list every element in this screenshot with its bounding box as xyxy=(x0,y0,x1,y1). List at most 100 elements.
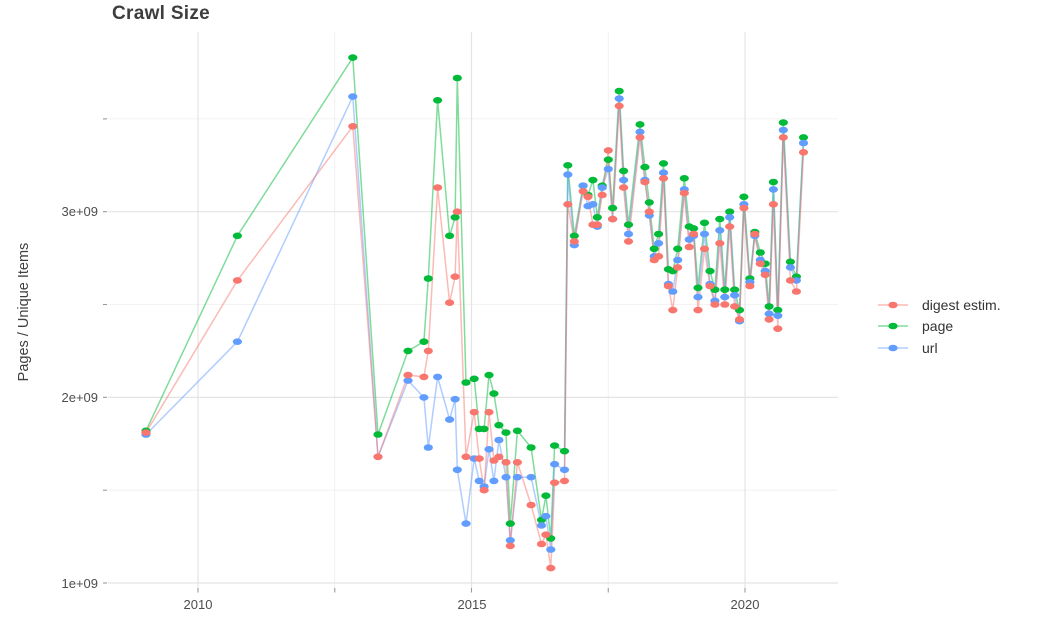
data-point xyxy=(658,160,669,167)
data-point xyxy=(715,240,725,247)
data-point xyxy=(550,442,560,449)
legend-label-page: page xyxy=(922,318,954,335)
data-point xyxy=(693,293,703,301)
data-point xyxy=(699,245,710,253)
data-point xyxy=(588,176,598,184)
data-point xyxy=(720,286,730,294)
data-point xyxy=(773,306,783,314)
data-point xyxy=(798,134,809,141)
data-point xyxy=(419,338,429,346)
data-point xyxy=(658,175,669,182)
data-point xyxy=(764,310,774,318)
data-point xyxy=(608,215,618,223)
data-point xyxy=(232,277,242,284)
data-point xyxy=(501,459,511,466)
data-point xyxy=(489,390,499,397)
data-point xyxy=(785,258,796,266)
data-point xyxy=(526,501,536,509)
series-line-digest-estim- xyxy=(145,105,805,569)
data-point xyxy=(484,446,494,453)
data-point xyxy=(479,486,489,494)
data-point xyxy=(592,214,602,221)
data-point xyxy=(559,447,570,455)
data-point xyxy=(684,243,694,251)
data-point xyxy=(348,123,358,130)
data-point xyxy=(141,429,151,436)
data-point xyxy=(778,134,788,141)
data-point xyxy=(755,249,765,256)
data-point xyxy=(750,230,760,238)
data-point xyxy=(798,139,809,147)
data-point xyxy=(755,260,765,268)
data-point xyxy=(654,252,664,260)
data-point xyxy=(623,238,634,245)
data-point xyxy=(578,182,588,189)
data-point xyxy=(512,473,523,481)
data-point xyxy=(614,95,624,102)
data-point xyxy=(423,275,433,282)
data-point xyxy=(373,453,383,461)
data-point xyxy=(403,347,413,355)
series-points-url xyxy=(141,93,809,553)
data-point xyxy=(469,408,479,416)
data-point xyxy=(489,477,499,485)
data-point xyxy=(658,169,669,176)
data-point xyxy=(619,167,629,175)
data-point xyxy=(791,288,802,295)
data-point xyxy=(705,267,715,275)
data-point xyxy=(730,286,740,294)
data-point xyxy=(419,394,429,401)
axis-ticks xyxy=(103,118,746,593)
data-point xyxy=(423,347,433,355)
data-point xyxy=(597,191,607,199)
data-point xyxy=(640,163,650,171)
data-point xyxy=(710,301,720,308)
x-tick-label-2020: 2020 xyxy=(730,597,760,612)
data-point xyxy=(484,408,494,416)
data-point xyxy=(232,232,242,240)
data-point xyxy=(403,377,413,384)
data-point xyxy=(730,291,740,299)
data-point xyxy=(505,537,515,544)
data-point xyxy=(623,230,634,238)
data-point xyxy=(479,425,489,433)
data-point xyxy=(526,444,536,451)
data-point xyxy=(494,421,504,429)
data-point xyxy=(768,178,779,186)
legend: digest estim. page url xyxy=(877,294,1001,359)
data-point xyxy=(452,208,462,215)
data-point xyxy=(474,477,484,485)
data-point xyxy=(623,221,634,228)
legend-item-page: page xyxy=(877,316,1001,338)
data-point xyxy=(403,371,413,379)
y-axis-title: Pages / Unique Items xyxy=(16,242,32,382)
data-point xyxy=(668,288,678,295)
legend-key-page-icon xyxy=(878,322,908,330)
data-point xyxy=(715,227,725,234)
data-point xyxy=(592,221,602,228)
data-point xyxy=(608,204,618,212)
data-point xyxy=(494,436,504,444)
data-point xyxy=(673,264,683,271)
data-point xyxy=(512,427,523,435)
data-point xyxy=(768,186,779,193)
data-point xyxy=(526,473,536,481)
data-point xyxy=(484,371,494,379)
data-point xyxy=(768,201,779,208)
data-point xyxy=(705,282,715,290)
data-point xyxy=(654,230,664,238)
data-point xyxy=(559,477,570,485)
data-point xyxy=(649,245,659,253)
data-point xyxy=(541,492,551,500)
data-point xyxy=(720,293,730,301)
data-point xyxy=(614,102,624,110)
data-point xyxy=(433,97,443,104)
data-point xyxy=(778,119,788,126)
data-point xyxy=(668,306,678,314)
data-point xyxy=(433,184,443,191)
data-point xyxy=(764,316,774,323)
data-point xyxy=(785,264,796,271)
data-point xyxy=(679,189,689,197)
data-point xyxy=(569,232,579,240)
